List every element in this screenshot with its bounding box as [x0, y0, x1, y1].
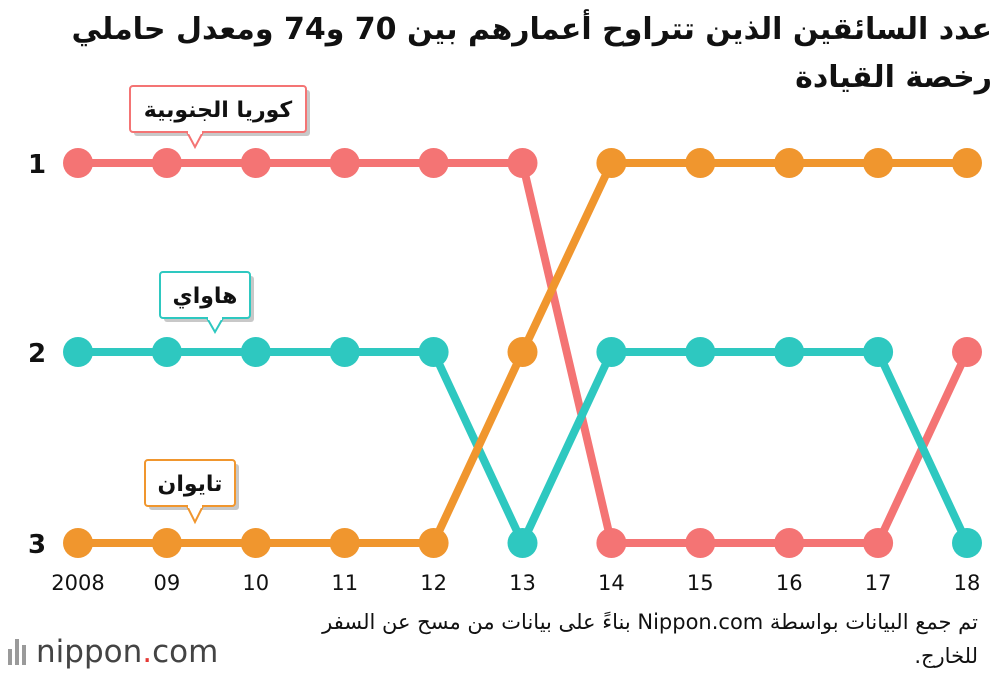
data-point: [240, 148, 271, 178]
y-tick-label: 1: [28, 150, 46, 180]
data-point: [418, 337, 449, 367]
data-point: [952, 337, 982, 367]
data-point: [863, 528, 894, 558]
series-label-text: هاواي: [173, 284, 238, 309]
data-point: [685, 148, 716, 178]
label-pointer: [185, 505, 205, 525]
data-point: [240, 337, 271, 367]
x-tick-label: 14: [598, 571, 625, 595]
data-point: [507, 148, 538, 178]
x-tick-label: 09: [154, 571, 181, 595]
source-note: تم جمع البيانات بواسطة Nippon.com بناءً …: [322, 610, 978, 668]
data-point: [63, 337, 93, 367]
label-box: [159, 271, 251, 319]
data-point: [151, 337, 182, 367]
data-point: [774, 528, 805, 558]
data-point: [507, 337, 538, 367]
x-tick-label: 13: [509, 571, 536, 595]
chart-title: عدد السائقين الذين تتراوح أعمارهم بين 70…: [71, 12, 992, 95]
data-point: [240, 528, 271, 558]
logo-name: nippon: [36, 634, 143, 670]
series-line-1: [74, 348, 971, 547]
series-label-text: تايوان: [158, 472, 223, 497]
data-point: [596, 148, 627, 178]
data-point: [418, 528, 449, 558]
data-point: [63, 528, 93, 558]
data-point: [151, 528, 182, 558]
data-point: [329, 528, 360, 558]
x-tick-label: 11: [331, 571, 358, 595]
data-point: [863, 148, 894, 178]
data-point: [863, 337, 894, 367]
data-point: [774, 148, 805, 178]
y-axis-ticks: 1 2 3: [28, 150, 46, 560]
x-tick-label: 16: [776, 571, 803, 595]
label-pointer-mask: [208, 316, 222, 320]
data-point: [952, 528, 982, 558]
data-point: [685, 528, 716, 558]
series-points: [63, 148, 982, 558]
data-point: [774, 337, 805, 367]
data-point: [418, 148, 449, 178]
x-tick-label: 12: [420, 571, 447, 595]
data-point: [952, 148, 982, 178]
x-tick-label: 10: [242, 571, 269, 595]
label-pointer: [205, 317, 225, 335]
y-tick-label: 2: [28, 339, 46, 369]
label-pointer-mask: [188, 130, 202, 134]
x-tick-label: 18: [954, 571, 981, 595]
series-label-text: كوريا الجنوبية: [144, 98, 293, 123]
logo-bars-icon: [8, 639, 26, 665]
x-tick-label: 2008: [51, 571, 104, 595]
label-pointer: [185, 131, 205, 150]
series-label-2: تايوان: [144, 459, 239, 525]
data-point: [596, 337, 627, 367]
nippon-logo: nippon. com: [8, 632, 218, 672]
label-box: [129, 85, 307, 133]
data-point: [685, 337, 716, 367]
data-point: [596, 528, 627, 558]
data-point: [63, 148, 93, 178]
logo-dot: .: [142, 634, 153, 670]
series-label-1: هاواي: [159, 271, 254, 335]
series-labels: كوريا الجنوبية هاواي تايوان: [129, 85, 310, 525]
x-tick-label: 15: [687, 571, 714, 595]
data-point: [329, 148, 360, 178]
series-label-0: كوريا الجنوبية: [129, 85, 310, 150]
y-tick-label: 3: [28, 530, 46, 560]
label-pointer-mask: [188, 504, 202, 508]
data-point: [507, 528, 538, 558]
data-point: [329, 337, 360, 367]
data-point: [151, 148, 182, 178]
logo-tld: com: [152, 634, 219, 670]
x-tick-label: 17: [865, 571, 892, 595]
x-axis-ticks: 2008 09 10 11 12 13 14 15 16 17 18: [51, 571, 980, 595]
